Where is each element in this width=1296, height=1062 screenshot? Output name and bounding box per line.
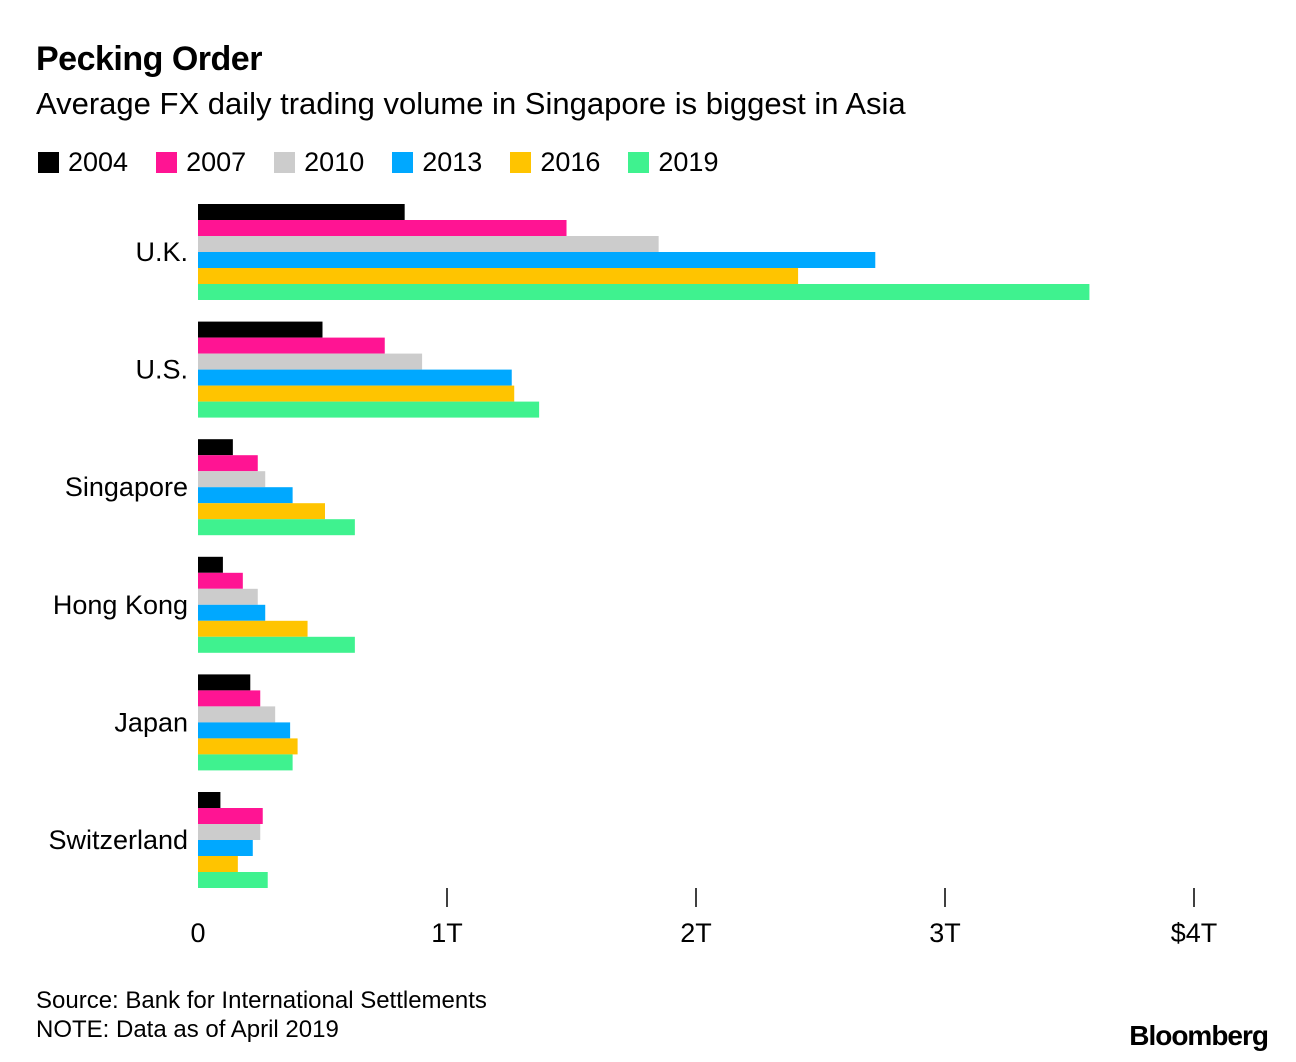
bar-singapore-2016 — [198, 503, 325, 520]
bar-japan-2007 — [198, 690, 261, 707]
x-tick-label: 3T — [929, 918, 961, 948]
bar-u-s--2004 — [198, 321, 323, 338]
bar-hong-kong-2007 — [198, 572, 243, 589]
x-tick-label: 1T — [431, 918, 463, 948]
legend-label: 2016 — [540, 147, 601, 177]
legend-swatch — [38, 152, 59, 173]
bar-hong-kong-2010 — [198, 588, 258, 605]
source-note: Source: Bank for International Settlemen… — [36, 987, 487, 1014]
bar-u-s--2007 — [198, 337, 385, 354]
bar-switzerland-2019 — [198, 872, 268, 888]
legend-item-2013: 2013 — [392, 147, 482, 178]
legend-label: 2010 — [304, 147, 365, 177]
bar-switzerland-2007 — [198, 808, 263, 824]
bar-switzerland-2016 — [198, 856, 238, 872]
bar-switzerland-2013 — [198, 840, 253, 856]
legend-swatch — [274, 152, 296, 173]
bloomberg-logo: Bloomberg — [1129, 1020, 1269, 1051]
x-tick-label: 0 — [190, 918, 205, 948]
legend-swatch — [628, 152, 650, 173]
bar-japan-2010 — [198, 706, 276, 723]
bar-hong-kong-2013 — [198, 604, 266, 621]
legend: 2004 2007 2010 2013 2016 2019 — [38, 147, 746, 178]
bar-u-s--2010 — [198, 353, 423, 370]
bar-u-k--2019 — [198, 284, 1090, 300]
legend-item-2019: 2019 — [628, 147, 718, 178]
legend-swatch — [510, 152, 532, 173]
bar-hong-kong-2016 — [198, 620, 308, 637]
legend-item-2016: 2016 — [510, 147, 600, 178]
bar-switzerland-2010 — [198, 824, 261, 840]
x-tick-label: 2T — [680, 918, 712, 948]
category-label: U.S. — [135, 355, 188, 385]
bar-u-k--2013 — [198, 252, 876, 268]
legend-label: 2019 — [658, 147, 719, 177]
category-label: U.K. — [135, 237, 188, 267]
bar-hong-kong-2019 — [198, 636, 355, 653]
bar-singapore-2010 — [198, 471, 266, 488]
bar-singapore-2007 — [198, 455, 258, 472]
category-label: Hong Kong — [53, 590, 188, 620]
bar-u-k--2004 — [198, 204, 405, 220]
legend-label: 2007 — [186, 147, 247, 177]
bar-japan-2004 — [198, 674, 251, 691]
chart-subtitle: Average FX daily trading volume in Singa… — [36, 86, 906, 121]
bar-u-k--2016 — [198, 268, 799, 284]
bar-singapore-2013 — [198, 487, 293, 504]
legend-swatch — [156, 152, 178, 173]
bar-chart: U.K. U.S. Singapore Hong Kong Japan Switzerla… — [48, 204, 1218, 948]
legend-item-2007: 2007 — [156, 147, 246, 178]
category-label: Singapore — [65, 472, 188, 502]
category-label: Switzerland — [48, 825, 188, 855]
legend-swatch — [392, 152, 414, 173]
chart-title: Pecking Order — [36, 40, 262, 78]
bar-u-s--2013 — [198, 369, 512, 386]
bar-hong-kong-2004 — [198, 556, 223, 573]
bar-singapore-2019 — [198, 519, 355, 536]
category-label: Japan — [114, 707, 188, 737]
legend-label: 2004 — [68, 147, 129, 177]
bar-japan-2016 — [198, 738, 298, 755]
bar-u-s--2019 — [198, 401, 540, 418]
bar-singapore-2004 — [198, 439, 233, 456]
x-tick-label: $4T — [1171, 918, 1218, 948]
data-note: NOTE: Data as of April 2019 — [36, 1016, 339, 1043]
legend-item-2004: 2004 — [38, 147, 128, 178]
legend-label: 2013 — [422, 147, 483, 177]
bar-u-k--2010 — [198, 236, 659, 252]
bar-japan-2019 — [198, 754, 293, 771]
bar-switzerland-2004 — [198, 792, 221, 808]
legend-item-2010: 2010 — [274, 147, 364, 178]
bar-japan-2013 — [198, 722, 291, 739]
bar-u-k--2007 — [198, 220, 567, 236]
bar-u-s--2016 — [198, 385, 515, 402]
